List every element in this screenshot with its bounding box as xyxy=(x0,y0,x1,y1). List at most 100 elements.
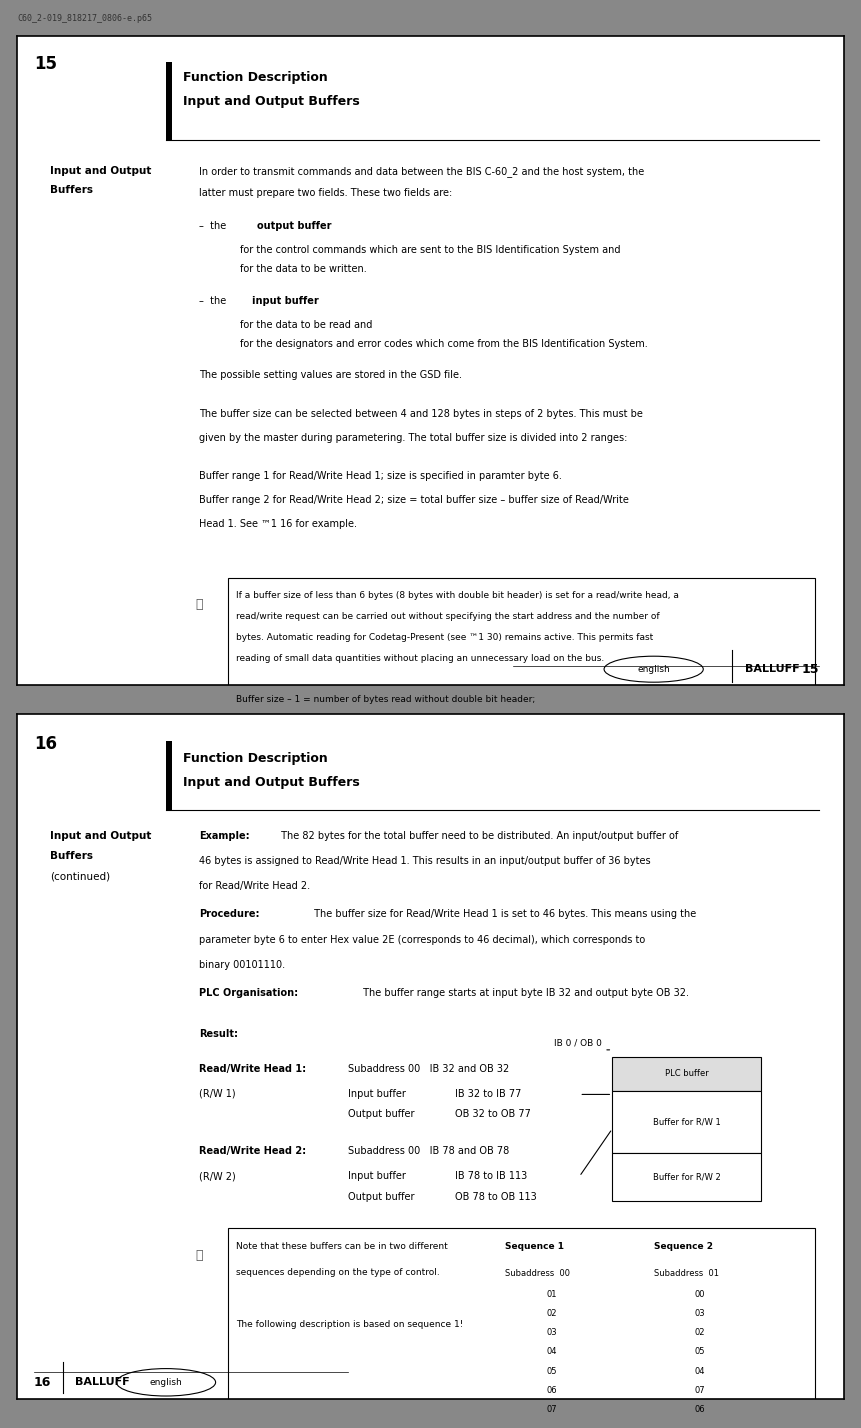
Text: 07: 07 xyxy=(546,1405,557,1414)
Text: 07: 07 xyxy=(695,1385,706,1395)
Text: IB 32 to IB 77: IB 32 to IB 77 xyxy=(455,1090,522,1100)
Text: The following description is based on sequence 1!: The following description is based on se… xyxy=(236,1319,463,1329)
Text: Read/Write Head 2:: Read/Write Head 2: xyxy=(199,1145,307,1155)
Text: Buffer size – 2 = number of bytes read with double bit header.: Buffer size – 2 = number of bytes read w… xyxy=(236,715,520,725)
Text: 15: 15 xyxy=(34,56,57,73)
Text: for the data to be written.: for the data to be written. xyxy=(240,264,367,274)
Text: Buffer range 1 for Read/Write Head 1; size is specified in paramter byte 6.: Buffer range 1 for Read/Write Head 1; si… xyxy=(199,471,562,481)
Text: –  the: – the xyxy=(199,221,232,231)
Text: for the control commands which are sent to the BIS Identification System and: for the control commands which are sent … xyxy=(240,246,621,256)
Text: Input buffer: Input buffer xyxy=(348,1090,406,1100)
Bar xyxy=(166,741,172,810)
Text: OB 32 to OB 77: OB 32 to OB 77 xyxy=(455,1110,531,1120)
Text: PLC Organisation:: PLC Organisation: xyxy=(199,988,298,998)
Bar xyxy=(612,1091,761,1152)
Text: 15: 15 xyxy=(802,663,819,675)
Text: Input and Output: Input and Output xyxy=(50,831,152,841)
Text: 03: 03 xyxy=(695,1309,706,1318)
Text: Buffers: Buffers xyxy=(50,186,93,196)
Text: Output buffer: Output buffer xyxy=(348,1192,414,1202)
Text: reading of small data quantities without placing an unnecessary load on the bus.: reading of small data quantities without… xyxy=(236,654,604,663)
Text: 02: 02 xyxy=(695,1328,705,1337)
Text: The 82 bytes for the total buffer need to be distributed. An input/output buffer: The 82 bytes for the total buffer need t… xyxy=(277,831,678,841)
Text: Subaddress  00: Subaddress 00 xyxy=(505,1269,570,1278)
Text: Input and Output: Input and Output xyxy=(50,166,152,176)
Text: Function Description: Function Description xyxy=(183,751,327,765)
Text: 16: 16 xyxy=(34,734,57,753)
Text: BALLUFF: BALLUFF xyxy=(75,1377,130,1388)
Text: input buffer: input buffer xyxy=(252,296,319,306)
Text: english: english xyxy=(637,664,670,674)
Bar xyxy=(612,1057,761,1091)
Text: Buffer range 2 for Read/Write Head 2; size = total buffer size – buffer size of : Buffer range 2 for Read/Write Head 2; si… xyxy=(199,496,629,506)
Text: bytes. Automatic reading for Codetag-Present (see ™1 30) remains active. This pe: bytes. Automatic reading for Codetag-Pre… xyxy=(236,633,653,641)
Text: output buffer: output buffer xyxy=(257,221,331,231)
Text: Buffers: Buffers xyxy=(50,851,93,861)
Text: pages ™1 36...53.: pages ™1 36...53. xyxy=(59,810,141,820)
Text: (R/W 2): (R/W 2) xyxy=(199,1171,236,1181)
Bar xyxy=(612,1152,761,1201)
Text: IB 78 to IB 113: IB 78 to IB 113 xyxy=(455,1171,528,1181)
Text: 16: 16 xyxy=(34,1375,51,1389)
Text: 👉: 👉 xyxy=(195,1248,202,1262)
Bar xyxy=(228,1228,815,1428)
Text: Note that these buffers can be in two different: Note that these buffers can be in two di… xyxy=(236,1242,448,1251)
Text: Output buffer: Output buffer xyxy=(348,1110,414,1120)
Text: Head 1. See ™1 16 for example.: Head 1. See ™1 16 for example. xyxy=(199,520,357,530)
Text: Buffer for R/W 2: Buffer for R/W 2 xyxy=(653,1172,721,1181)
Text: read/write request can be carried out without specifying the start address and t: read/write request can be carried out wi… xyxy=(236,613,660,621)
Text: 04: 04 xyxy=(695,1367,705,1375)
Text: –  the: – the xyxy=(199,296,229,306)
Text: The possible setting values are stored in the GSD file.: The possible setting values are stored i… xyxy=(199,370,462,380)
Text: Result:: Result: xyxy=(199,1030,238,1040)
Bar xyxy=(228,578,815,721)
Text: C60_2-019_818217_0806-e.p65: C60_2-019_818217_0806-e.p65 xyxy=(17,14,152,23)
Text: basic procedure on: basic procedure on xyxy=(59,755,145,764)
Text: Subaddress 00   IB 78 and OB 78: Subaddress 00 IB 78 and OB 78 xyxy=(348,1145,509,1155)
Text: given by the master during parametering. The total buffer size is divided into 2: given by the master during parametering.… xyxy=(199,433,628,443)
Text: and the examples on: and the examples on xyxy=(59,793,154,801)
Text: If a buffer size of less than 6 bytes (8 bytes with double bit header) is set fo: If a buffer size of less than 6 bytes (8… xyxy=(236,591,679,600)
Text: english: english xyxy=(150,1378,183,1387)
Text: parameter byte 6 to enter Hex value 2E (corresponds to 46 decimal), which corres: parameter byte 6 to enter Hex value 2E (… xyxy=(199,935,645,945)
Text: 05: 05 xyxy=(546,1367,557,1375)
Text: The buffer size for Read/Write Head 1 is set to 46 bytes. This means using the: The buffer size for Read/Write Head 1 is… xyxy=(311,910,696,920)
Text: Buffer size – 1 = number of bytes read without double bit header;: Buffer size – 1 = number of bytes read w… xyxy=(236,695,536,704)
Text: Input and Output Buffers: Input and Output Buffers xyxy=(183,775,359,788)
Text: 04: 04 xyxy=(546,1348,557,1357)
Text: BALLUFF: BALLUFF xyxy=(745,664,799,674)
Text: Subaddress  01: Subaddress 01 xyxy=(653,1269,719,1278)
Text: Function Description: Function Description xyxy=(183,71,327,84)
Text: for Read/Write Head 2.: for Read/Write Head 2. xyxy=(199,881,310,891)
Text: for the designators and error codes which come from the BIS Identification Syste: for the designators and error codes whic… xyxy=(240,338,648,348)
Text: latter must prepare two fields. These two fields are:: latter must prepare two fields. These tw… xyxy=(199,188,452,198)
Text: (continued): (continued) xyxy=(50,871,110,881)
Text: Subaddress 00   IB 32 and OB 32: Subaddress 00 IB 32 and OB 32 xyxy=(348,1064,509,1074)
Text: (R/W 1): (R/W 1) xyxy=(199,1090,236,1100)
Text: Read/Write Head 1:: Read/Write Head 1: xyxy=(199,1064,307,1074)
Text: Input buffer: Input buffer xyxy=(348,1171,406,1181)
Text: 05: 05 xyxy=(695,1348,705,1357)
Text: Please note the: Please note the xyxy=(59,737,129,747)
Text: 01: 01 xyxy=(546,1289,557,1299)
Text: 06: 06 xyxy=(546,1385,557,1395)
Text: The buffer size can be selected between 4 and 128 bytes in steps of 2 bytes. Thi: The buffer size can be selected between … xyxy=(199,410,643,420)
Text: binary 00101110.: binary 00101110. xyxy=(199,960,285,970)
Text: The buffer range starts at input byte IB 32 and output byte OB 32.: The buffer range starts at input byte IB… xyxy=(360,988,690,998)
Text: ™1 14 and 29...35: ™1 14 and 29...35 xyxy=(59,774,142,783)
Text: 03: 03 xyxy=(546,1328,557,1337)
Text: 👉: 👉 xyxy=(195,598,202,611)
Text: 00: 00 xyxy=(695,1289,705,1299)
Text: Example:: Example: xyxy=(199,831,250,841)
Text: 06: 06 xyxy=(695,1405,706,1414)
Bar xyxy=(50,728,215,831)
Text: 46 bytes is assigned to Read/Write Head 1. This results in an input/output buffe: 46 bytes is assigned to Read/Write Head … xyxy=(199,855,651,865)
Text: PLC buffer: PLC buffer xyxy=(665,1070,709,1078)
Text: IB 0 / OB 0: IB 0 / OB 0 xyxy=(554,1038,603,1048)
Text: In order to transmit commands and data between the BIS C-60_2 and the host syste: In order to transmit commands and data b… xyxy=(199,166,644,177)
Text: for the data to be read and: for the data to be read and xyxy=(240,320,373,330)
Text: Buffer for R/W 1: Buffer for R/W 1 xyxy=(653,1117,721,1127)
Text: sequences depending on the type of control.: sequences depending on the type of contr… xyxy=(236,1268,440,1277)
Text: Sequence 2: Sequence 2 xyxy=(653,1242,713,1251)
Bar xyxy=(166,61,172,140)
